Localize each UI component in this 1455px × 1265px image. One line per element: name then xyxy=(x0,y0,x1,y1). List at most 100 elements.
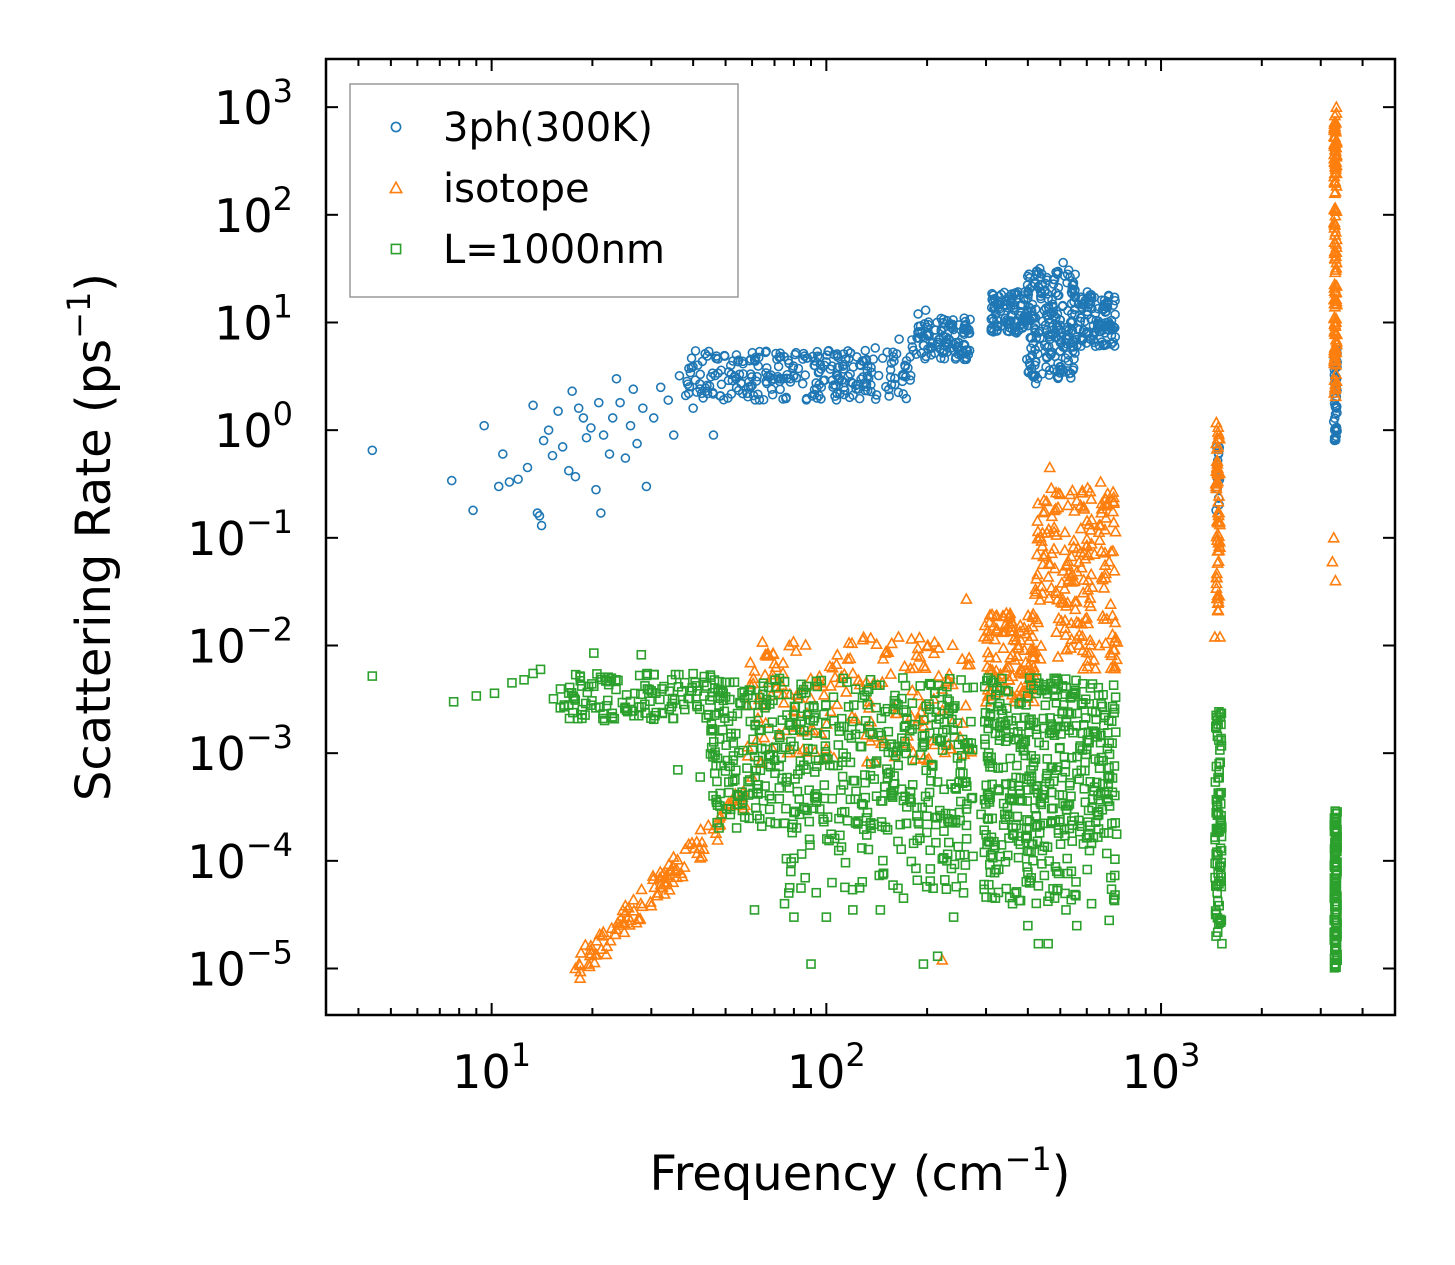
data-point xyxy=(999,606,1013,618)
data-point xyxy=(752,783,762,794)
data-point xyxy=(714,708,724,718)
data-point xyxy=(1056,337,1066,348)
data-point xyxy=(876,713,887,724)
data-point xyxy=(1057,301,1068,312)
data-point xyxy=(828,382,838,392)
data-point xyxy=(1004,892,1015,903)
data-point xyxy=(1045,713,1055,723)
data-point xyxy=(747,745,758,755)
data-point xyxy=(712,817,722,828)
data-point xyxy=(866,367,877,378)
data-point xyxy=(1031,514,1044,526)
data-point xyxy=(747,700,757,711)
data-point xyxy=(627,904,641,916)
data-point xyxy=(747,671,760,684)
data-point xyxy=(997,625,1011,637)
data-point xyxy=(1329,574,1342,586)
data-point xyxy=(737,356,748,367)
data-point xyxy=(843,702,854,712)
data-point xyxy=(1102,728,1113,738)
data-point xyxy=(937,700,947,711)
data-points xyxy=(367,100,1344,984)
data-point xyxy=(753,789,763,799)
data-point xyxy=(1102,296,1113,307)
data-point xyxy=(1081,654,1095,666)
data-point xyxy=(1028,855,1038,866)
data-point xyxy=(1328,228,1342,240)
data-point xyxy=(1028,370,1038,381)
data-point xyxy=(1330,294,1343,307)
data-point xyxy=(1084,327,1094,338)
data-point xyxy=(1042,754,1053,764)
data-point xyxy=(773,361,784,372)
data-point xyxy=(1034,737,1044,748)
data-point xyxy=(1093,795,1104,805)
data-point xyxy=(1057,772,1068,783)
data-point xyxy=(1043,938,1053,949)
data-point xyxy=(923,319,933,330)
data-point xyxy=(1061,905,1071,915)
data-point xyxy=(1068,602,1082,615)
data-point xyxy=(1051,765,1062,776)
legend-label: 3ph(300K) xyxy=(443,105,653,151)
data-point xyxy=(1059,643,1073,655)
y-tick-label: 10−2 xyxy=(187,610,293,673)
data-point xyxy=(747,380,757,391)
data-point xyxy=(913,328,923,338)
data-point xyxy=(827,793,838,804)
data-point xyxy=(690,835,704,847)
data-point xyxy=(961,834,972,844)
data-point xyxy=(1329,225,1343,237)
data-point xyxy=(800,872,811,883)
data-point xyxy=(1017,643,1031,655)
data-point xyxy=(1014,699,1024,709)
data-point xyxy=(980,660,994,672)
data-point xyxy=(728,738,739,748)
data-point xyxy=(1034,263,1045,274)
data-point xyxy=(1036,799,1046,810)
data-point xyxy=(616,903,630,916)
legend-entry: isotope xyxy=(388,166,590,212)
data-point xyxy=(1092,732,1103,742)
data-point xyxy=(848,390,858,401)
data-point xyxy=(1212,427,1226,440)
data-point xyxy=(731,765,741,776)
data-point xyxy=(650,889,664,901)
data-point xyxy=(824,835,834,846)
data-point xyxy=(1329,377,1342,390)
data-point xyxy=(1076,643,1090,656)
data-point xyxy=(1084,737,1094,748)
data-point xyxy=(1079,784,1090,794)
data-point xyxy=(578,413,589,423)
data-point xyxy=(853,379,863,390)
data-point xyxy=(1077,745,1088,755)
data-point xyxy=(1051,500,1065,513)
data-point xyxy=(489,688,500,699)
data-point xyxy=(601,700,612,711)
data-point xyxy=(1085,512,1098,525)
data-point xyxy=(882,703,893,714)
data-point xyxy=(956,716,969,728)
data-point xyxy=(763,750,774,761)
data-point xyxy=(808,716,819,726)
data-point xyxy=(1212,880,1222,891)
data-point xyxy=(742,763,752,773)
data-point xyxy=(832,362,843,373)
data-point xyxy=(1055,576,1069,588)
data-point xyxy=(764,790,775,801)
data-point xyxy=(1330,279,1344,291)
data-point xyxy=(1328,137,1342,149)
data-point xyxy=(627,893,640,905)
data-point xyxy=(838,364,849,374)
data-point xyxy=(820,700,831,710)
y-tick-label: 10−5 xyxy=(187,934,293,997)
data-point xyxy=(993,887,1004,898)
data-point xyxy=(959,354,970,365)
data-point xyxy=(1094,340,1105,351)
data-point xyxy=(641,670,652,681)
data-point xyxy=(980,734,990,744)
data-point xyxy=(1063,356,1074,366)
data-point xyxy=(913,333,923,343)
data-point xyxy=(1044,778,1055,789)
data-point xyxy=(1211,807,1221,818)
